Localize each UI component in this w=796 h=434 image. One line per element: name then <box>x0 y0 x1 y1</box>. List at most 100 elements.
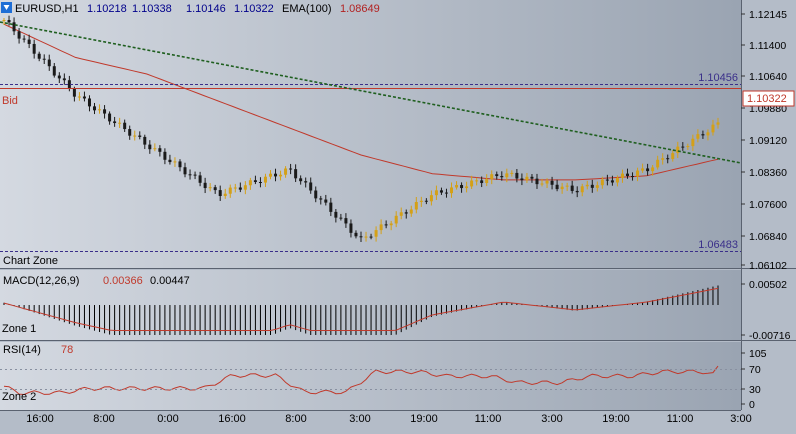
macd-layer <box>3 285 719 335</box>
candle-body <box>384 224 388 226</box>
down-arrow-icon <box>3 5 10 10</box>
candle-body <box>158 148 162 152</box>
candle-body <box>439 190 443 193</box>
candle-body <box>248 180 252 186</box>
macd-tick: -0.00716 <box>749 330 791 342</box>
chart-header: EURUSD,H1 1.10218 1.10338 1.10146 1.1032… <box>1 2 380 15</box>
candle-body <box>228 187 232 194</box>
rsi-background[interactable] <box>0 342 741 410</box>
candle-body <box>550 180 554 185</box>
candle-body <box>113 121 117 124</box>
resistance-level-label: 1.10456 <box>698 72 738 84</box>
zone-1-label: Zone 1 <box>2 323 36 335</box>
candle-body <box>339 217 343 219</box>
candle-body <box>500 176 504 178</box>
candle-body <box>600 179 604 186</box>
candle-body <box>510 172 514 174</box>
candle-body <box>711 124 715 133</box>
candle-body <box>37 53 41 59</box>
candle-body <box>304 181 308 183</box>
price-tick: 1.07600 <box>749 199 787 211</box>
high-value: 1.10338 <box>132 3 172 15</box>
rsi-label: RSI(14) <box>3 344 41 356</box>
candle-body <box>394 215 398 224</box>
candle-body <box>203 182 207 189</box>
candle-body <box>208 187 212 189</box>
candle-body <box>671 153 675 159</box>
candle-body <box>540 183 544 185</box>
candle-body <box>153 148 157 150</box>
time-tick: 11:00 <box>667 413 694 425</box>
time-tick: 3:00 <box>349 413 370 425</box>
trendline[interactable] <box>0 21 742 164</box>
candle-body <box>676 146 680 154</box>
candle-body <box>7 20 11 23</box>
candle-body <box>42 58 46 60</box>
price-tick: 1.09120 <box>749 135 787 147</box>
candle-body <box>545 180 549 184</box>
candle-body <box>334 211 338 218</box>
chart-zone-label: Chart Zone <box>3 255 58 267</box>
candle-body <box>490 174 494 180</box>
candle-body <box>52 66 56 76</box>
candle-body <box>148 144 152 150</box>
price-tick: 1.10640 <box>749 71 787 83</box>
close-value: 1.10322 <box>234 3 274 15</box>
current-price-tag <box>742 90 795 107</box>
candle-body <box>284 168 288 175</box>
candle-body <box>369 236 373 238</box>
candle-body <box>143 136 147 145</box>
candle-body <box>480 180 484 184</box>
candle-body <box>173 161 177 163</box>
candle-body <box>399 212 403 216</box>
candle-body <box>128 129 132 136</box>
bid-label: Bid <box>2 95 18 107</box>
macd-label: MACD(12,26,9) <box>3 275 79 287</box>
candle-body <box>409 209 413 214</box>
low-value: 1.10146 <box>186 3 226 15</box>
candles-layer <box>2 15 720 242</box>
candle-body <box>354 232 358 237</box>
candle-body <box>580 186 584 193</box>
candle-body <box>701 134 705 136</box>
candle-body <box>450 187 454 194</box>
open-value: 1.10218 <box>87 3 127 15</box>
candle-body <box>123 122 127 130</box>
time-tick: 3:00 <box>541 413 562 425</box>
candle-body <box>691 138 695 147</box>
main-chart-background[interactable] <box>0 0 741 268</box>
time-tick: 19:00 <box>410 413 438 425</box>
time-tick: 16:00 <box>26 413 54 425</box>
candle-body <box>319 198 323 200</box>
macd-signal-line <box>3 287 719 331</box>
candle-body <box>631 176 635 178</box>
candle-body <box>218 190 222 197</box>
candle-body <box>62 78 66 81</box>
candle-body <box>213 187 217 191</box>
candle-body <box>98 109 102 111</box>
candle-body <box>525 176 529 181</box>
candle-body <box>656 159 660 168</box>
candle-body <box>47 59 51 67</box>
price-tick: 1.11400 <box>749 40 786 52</box>
rsi-tick: 30 <box>749 384 761 396</box>
candle-body <box>530 176 534 179</box>
time-tick: 16:00 <box>218 413 246 425</box>
candle-body <box>444 192 448 194</box>
support-level-label: 1.06483 <box>698 239 738 251</box>
time-tick: 8:00 <box>93 413 114 425</box>
candle-body <box>520 178 524 181</box>
candle-body <box>32 43 36 54</box>
candle-body <box>555 184 559 190</box>
candle-body <box>12 22 16 32</box>
rsi-layer <box>3 365 719 396</box>
candle-body <box>82 96 86 99</box>
candle-body <box>233 187 237 189</box>
time-tick: 11:00 <box>475 413 502 425</box>
candle-body <box>661 158 665 160</box>
rsi-tick: 0 <box>749 399 755 411</box>
candle-body <box>183 167 187 175</box>
candle-body <box>585 184 589 187</box>
candle-body <box>178 161 182 168</box>
